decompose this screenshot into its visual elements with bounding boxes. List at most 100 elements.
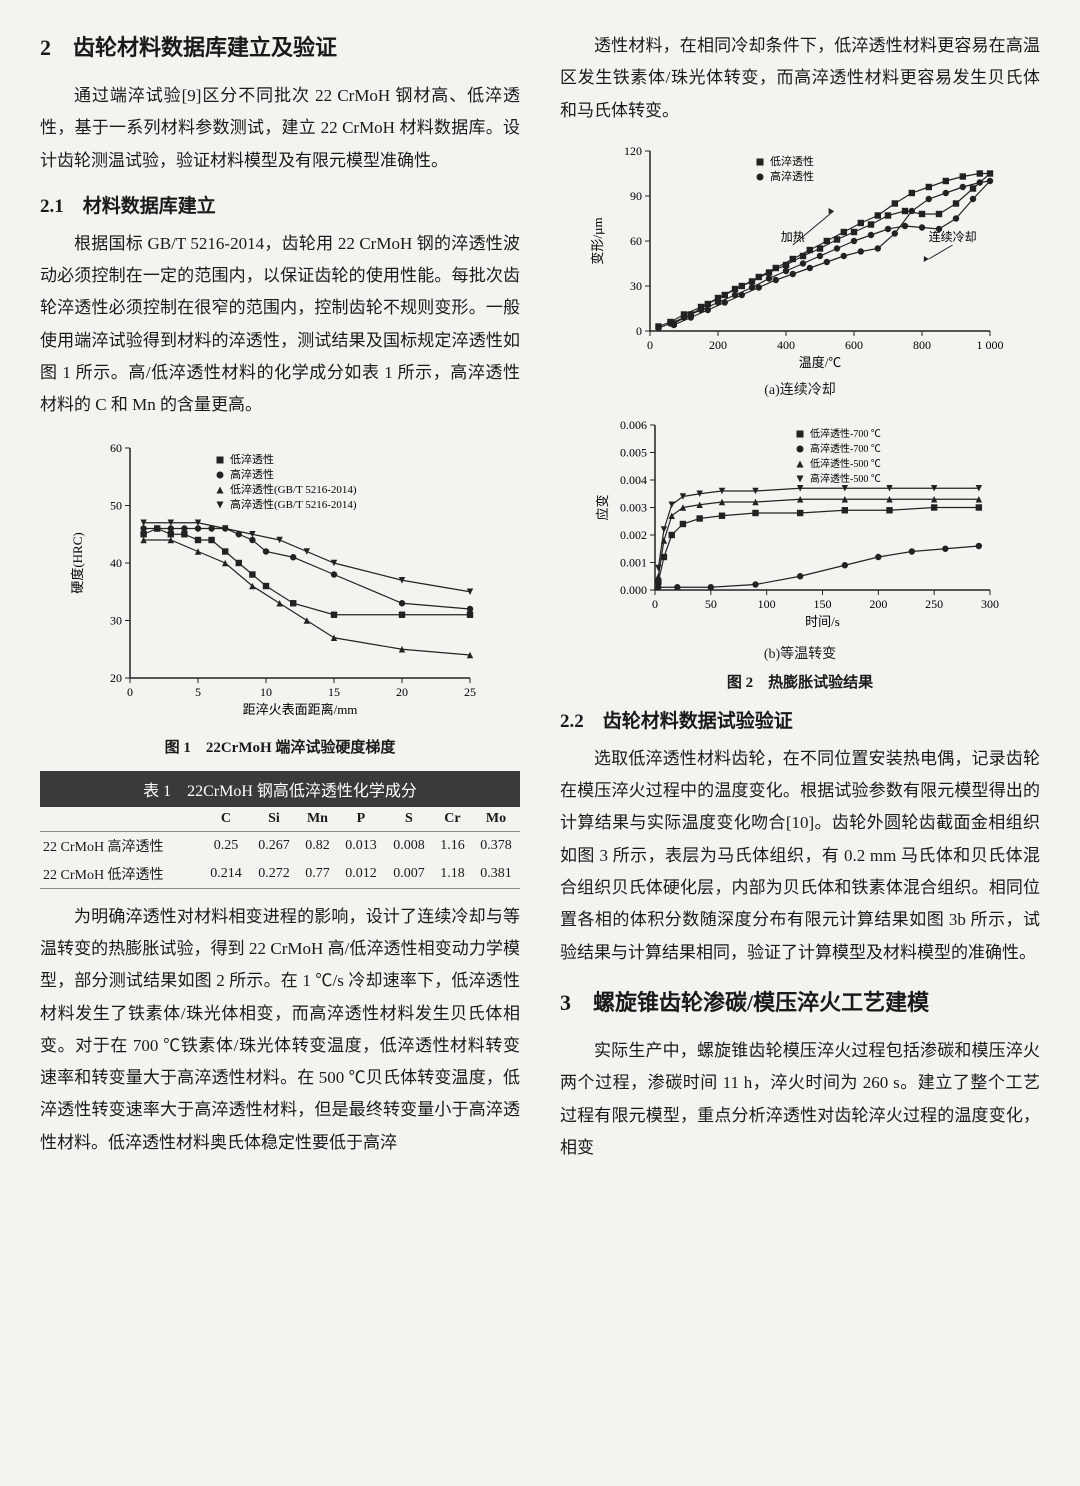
svg-text:0.002: 0.002 [620, 528, 647, 542]
table-1: CSiMnPSCrMo22 CrMoH 高淬透性0.250.2670.820.0… [40, 807, 520, 889]
table-header-cell: Mo [472, 807, 520, 832]
svg-text:150: 150 [814, 597, 832, 611]
table-header-cell: Si [250, 807, 298, 832]
section-2-heading: 2 齿轮材料数据库建立及验证 [40, 30, 520, 62]
table-cell: 0.012 [337, 860, 385, 889]
table-1-title: 表 1 22CrMoH 钢高低淬透性化学成分 [40, 771, 520, 807]
table-header-cell: Mn [298, 807, 337, 832]
svg-text:低淬透性: 低淬透性 [770, 154, 814, 168]
svg-text:温度/℃: 温度/℃ [799, 355, 842, 370]
table-cell: 22 CrMoH 低淬透性 [40, 860, 202, 889]
figure-1-chart: 05101520252030405060距淬火表面距离/mm硬度(HRC)低淬透… [40, 428, 520, 728]
paragraph: 为明确淬透性对材料相变进程的影响，设计了连续冷却与等温转变的热膨胀试验，得到 2… [40, 901, 520, 1159]
svg-text:50: 50 [705, 597, 717, 611]
table-cell: 1.18 [433, 860, 472, 889]
table-cell: 22 CrMoH 高淬透性 [40, 831, 202, 860]
svg-text:60: 60 [110, 441, 122, 455]
two-column-layout: 2 齿轮材料数据库建立及验证 通过端淬试验[9]区分不同批次 22 CrMoH … [40, 30, 1040, 1168]
svg-text:距淬火表面距离/mm: 距淬火表面距离/mm [243, 702, 358, 717]
svg-text:高淬透性-700 ℃: 高淬透性-700 ℃ [810, 442, 881, 455]
paragraph: 通过端淬试验[9]区分不同批次 22 CrMoH 钢材高、低淬透性，基于一系列材… [40, 80, 520, 177]
svg-text:加热: 加热 [781, 230, 805, 244]
svg-text:高淬透性: 高淬透性 [770, 169, 814, 183]
svg-text:连续冷却: 连续冷却 [929, 229, 977, 244]
svg-text:低淬透性-500 ℃: 低淬透性-500 ℃ [810, 457, 881, 470]
svg-text:25: 25 [464, 685, 476, 699]
svg-text:50: 50 [110, 498, 122, 512]
svg-text:250: 250 [925, 597, 943, 611]
svg-text:200: 200 [709, 338, 727, 352]
svg-text:硬度(HRC): 硬度(HRC) [70, 532, 85, 593]
table-row: 22 CrMoH 高淬透性0.250.2670.820.0130.0081.16… [40, 831, 520, 860]
svg-text:0.000: 0.000 [620, 583, 647, 597]
table-cell: 0.381 [472, 860, 520, 889]
svg-text:0.004: 0.004 [620, 473, 647, 487]
table-header-cell: C [202, 807, 250, 832]
svg-text:30: 30 [110, 613, 122, 627]
svg-text:800: 800 [913, 338, 931, 352]
paragraph: 透性材料，在相同冷却条件下，低淬透性材料更容易在高温区发生铁素体/珠光体转变，而… [560, 30, 1040, 127]
svg-text:200: 200 [869, 597, 887, 611]
table-header-cell: P [337, 807, 385, 832]
table-cell: 1.16 [433, 831, 472, 860]
right-column: 透性材料，在相同冷却条件下，低淬透性材料更容易在高温区发生铁素体/珠光体转变，而… [560, 30, 1040, 1168]
svg-text:300: 300 [981, 597, 999, 611]
svg-text:40: 40 [110, 556, 122, 570]
table-cell: 0.214 [202, 860, 250, 889]
paragraph: 根据国标 GB/T 5216-2014，齿轮用 22 CrMoH 钢的淬透性波动… [40, 228, 520, 422]
svg-text:120: 120 [624, 144, 642, 158]
svg-text:高淬透性-500 ℃: 高淬透性-500 ℃ [810, 472, 881, 485]
svg-text:低淬透性-700 ℃: 低淬透性-700 ℃ [810, 427, 881, 440]
table-cell: 0.013 [337, 831, 385, 860]
left-column: 2 齿轮材料数据库建立及验证 通过端淬试验[9]区分不同批次 22 CrMoH … [40, 30, 520, 1168]
svg-text:时间/s: 时间/s [805, 614, 840, 629]
table-cell: 0.25 [202, 831, 250, 860]
svg-text:低淬透性(GB/T 5216-2014): 低淬透性(GB/T 5216-2014) [230, 482, 357, 496]
figure-2a-subcaption: (a)连续冷却 [560, 379, 1040, 399]
svg-text:高淬透性(GB/T 5216-2014): 高淬透性(GB/T 5216-2014) [230, 497, 357, 511]
svg-text:0.006: 0.006 [620, 418, 647, 432]
svg-text:30: 30 [630, 279, 642, 293]
table-header-cell: Cr [433, 807, 472, 832]
svg-text:90: 90 [630, 189, 642, 203]
table-cell: 0.77 [298, 860, 337, 889]
table-cell: 0.272 [250, 860, 298, 889]
svg-text:600: 600 [845, 338, 863, 352]
figure-2-caption: 图 2 热膨胀试验结果 [560, 671, 1040, 692]
svg-text:1 000: 1 000 [977, 338, 1004, 352]
subsection-2-1-heading: 2.1 材料数据库建立 [40, 191, 520, 218]
table-header-cell: S [385, 807, 433, 832]
table-header-cell [40, 807, 202, 832]
table-cell: 0.267 [250, 831, 298, 860]
svg-text:变形/µm: 变形/µm [590, 217, 605, 264]
paragraph: 实际生产中，螺旋锥齿轮模压淬火过程包括渗碳和模压淬火两个过程，渗碳时间 11 h… [560, 1035, 1040, 1164]
svg-text:100: 100 [758, 597, 776, 611]
svg-text:0.005: 0.005 [620, 445, 647, 459]
svg-text:20: 20 [110, 671, 122, 685]
figure-2b-chart: 0 50 100 150 200 250 300 0.000 0.001 0.002 0.003 0.… [560, 407, 1040, 637]
svg-text:15: 15 [328, 685, 340, 699]
svg-text:0.001: 0.001 [620, 555, 647, 569]
svg-text:10: 10 [260, 685, 272, 699]
table-row: 22 CrMoH 低淬透性0.2140.2720.770.0120.0071.1… [40, 860, 520, 889]
svg-text:0: 0 [647, 338, 653, 352]
svg-text:应变: 应变 [595, 494, 610, 520]
table-cell: 0.82 [298, 831, 337, 860]
svg-text:20: 20 [396, 685, 408, 699]
subsection-2-2-heading: 2.2 齿轮材料数据试验验证 [560, 706, 1040, 733]
section-3-heading: 3 螺旋锥齿轮渗碳/模压淬火工艺建模 [560, 985, 1040, 1017]
table-cell: 0.008 [385, 831, 433, 860]
table-cell: 0.007 [385, 860, 433, 889]
figure-1-caption: 图 1 22CrMoH 端淬试验硬度梯度 [40, 736, 520, 757]
svg-text:400: 400 [777, 338, 795, 352]
figure-2b-subcaption: (b)等温转变 [560, 643, 1040, 663]
svg-text:60: 60 [630, 234, 642, 248]
paragraph: 选取低淬透性材料齿轮，在不同位置安装热电偶，记录齿轮在模压淬火过程中的温度变化。… [560, 743, 1040, 969]
svg-text:0: 0 [652, 597, 658, 611]
svg-text:高淬透性: 高淬透性 [230, 467, 274, 481]
svg-text:0: 0 [636, 324, 642, 338]
svg-text:低淬透性: 低淬透性 [230, 452, 274, 466]
figure-2a-chart: 0 200 400 600 800 1 000 0 30 60 90 120 温度/℃ 变形/µm 加热 连… [560, 133, 1040, 373]
svg-text:5: 5 [195, 685, 201, 699]
svg-text:0.003: 0.003 [620, 500, 647, 514]
